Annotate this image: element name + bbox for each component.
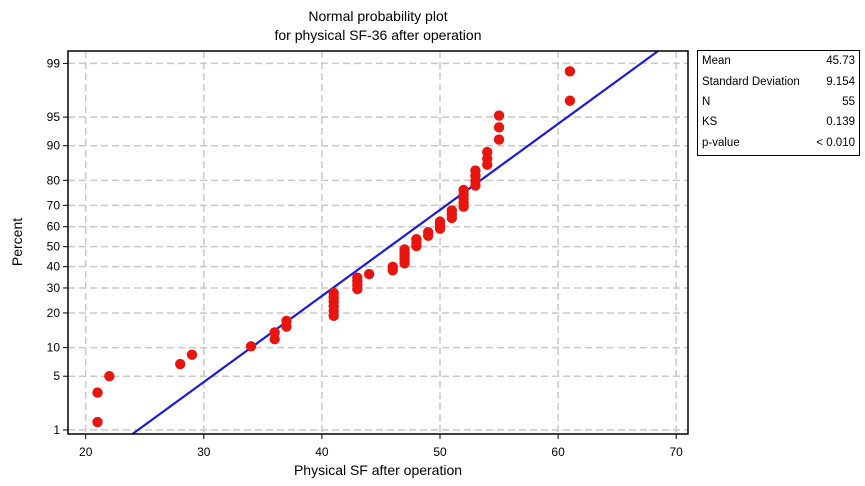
data-point: [245, 341, 257, 352]
stats-label: Standard Deviation: [702, 75, 800, 88]
x-tick-label: 50: [433, 445, 447, 459]
stats-value: 0.139: [826, 116, 855, 129]
data-point: [493, 110, 505, 121]
stats-value: 55: [842, 95, 855, 108]
x-tick-label: 40: [315, 445, 329, 459]
data-point: [92, 416, 103, 428]
x-axis-label: Physical SF after operation: [294, 462, 462, 478]
data-point: [281, 315, 292, 327]
grid-lines: [68, 51, 688, 434]
data-point: [493, 122, 505, 133]
plot-frame: [67, 50, 689, 435]
y-tick-label: 10: [47, 341, 61, 355]
y-tick-label: 90: [47, 139, 61, 153]
y-tick-label: 1: [53, 423, 60, 437]
y-tick-label: 20: [47, 306, 61, 320]
data-point: [399, 244, 410, 255]
data-point: [269, 327, 280, 338]
stats-row-sd: Standard Deviation 9.154: [698, 71, 859, 91]
stats-label: KS: [702, 116, 718, 129]
data-point: [434, 216, 446, 227]
data-point: [493, 134, 505, 145]
y-tick-label: 80: [47, 173, 61, 187]
y-tick-label: 30: [47, 281, 61, 295]
y-axis-label: Percent: [9, 218, 25, 266]
fit-line-group: [131, 50, 659, 435]
y-axis-ticks: 1 5 10 20 30 40 50 60 70 80 90 95 99: [47, 56, 68, 437]
stats-label: p-value: [702, 136, 740, 149]
data-point: [174, 358, 186, 370]
x-tick-label: 70: [670, 445, 684, 459]
data-point: [446, 205, 458, 216]
data-point: [328, 287, 339, 299]
chart-title: Normal probability plot: [308, 8, 447, 24]
data-point: [387, 261, 398, 273]
stats-row-ks: KS 0.139: [698, 112, 859, 132]
y-tick-label: 40: [47, 260, 61, 274]
x-axis-ticks: 20 30 40 50 60 70: [79, 434, 683, 459]
stats-row-mean: Mean 45.73: [698, 51, 859, 71]
data-point: [104, 371, 115, 382]
stats-label: Mean: [702, 55, 731, 68]
data-point: [186, 349, 198, 360]
data-point: [470, 165, 481, 176]
y-tick-label: 95: [47, 110, 61, 124]
data-point: [458, 184, 469, 196]
stats-value: 9.154: [826, 75, 855, 88]
data-point: [422, 226, 434, 238]
stats-label: N: [702, 95, 711, 108]
x-tick-label: 30: [197, 445, 211, 459]
stats-value: 45.73: [826, 55, 855, 68]
y-tick-label: 50: [47, 240, 61, 254]
data-point: [482, 146, 493, 158]
data-point: [92, 387, 103, 398]
y-tick-label: 99: [47, 56, 61, 70]
statistics-box: Mean 45.73 Standard Deviation 9.154 N 55…: [697, 50, 860, 156]
stats-value: < 0.010: [816, 136, 855, 149]
y-tick-label: 5: [53, 369, 60, 383]
chart-subtitle: for physical SF-36 after operation: [275, 27, 482, 43]
x-tick-label: 60: [551, 445, 565, 459]
y-tick-label: 70: [47, 198, 61, 212]
fit-line: [131, 50, 659, 435]
x-tick-label: 20: [79, 445, 93, 459]
data-point: [411, 233, 422, 245]
y-tick-label: 60: [47, 220, 61, 234]
stats-row-n: N 55: [698, 92, 859, 112]
data-point: [352, 272, 363, 283]
data-point: [363, 268, 375, 280]
data-point: [564, 66, 576, 77]
data-point: [564, 95, 576, 106]
stats-row-pvalue: p-value < 0.010: [698, 133, 859, 153]
data-points: [92, 66, 576, 428]
